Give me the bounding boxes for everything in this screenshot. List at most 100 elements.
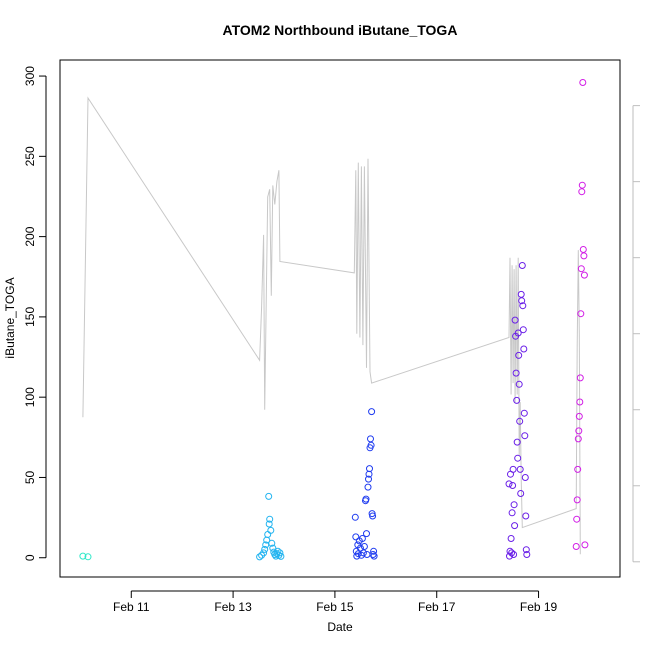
- data-point: [268, 539, 276, 547]
- data-point: [576, 398, 584, 406]
- data-point: [365, 475, 372, 483]
- y2-tick-label: 260: [648, 476, 650, 496]
- data-point: [520, 345, 528, 353]
- data-point: [79, 552, 87, 560]
- data-point: [351, 513, 359, 521]
- data-point: [277, 552, 285, 560]
- data-point: [577, 310, 585, 318]
- y2-tick-label: 280: [648, 400, 650, 420]
- data-point: [261, 545, 269, 553]
- data-point: [367, 441, 375, 449]
- x-tick-label: Feb 15: [316, 600, 354, 614]
- data-point: [574, 465, 582, 473]
- data-point: [579, 79, 587, 86]
- y2-tick-label: 360: [648, 96, 650, 116]
- data-point: [522, 512, 530, 520]
- y2-tick-label: 240: [648, 552, 650, 572]
- y2-tick-label: 340: [648, 172, 650, 192]
- y-tick-label: 200: [23, 226, 37, 246]
- data-point: [367, 435, 374, 443]
- data-point: [362, 495, 370, 503]
- y2-tick-label: 320: [648, 248, 650, 268]
- x-tick-label: Feb 13: [214, 600, 252, 614]
- chart-title: ATOM2 Northbound iButane_TOGA: [223, 22, 458, 38]
- data-point: [352, 533, 360, 541]
- data-point: [573, 496, 581, 504]
- data-point: [578, 181, 586, 189]
- data-point: [265, 520, 273, 528]
- data-point: [523, 551, 531, 558]
- data-point: [578, 188, 586, 196]
- data-point: [260, 549, 268, 557]
- data-point: [515, 380, 523, 388]
- data-point: [575, 412, 583, 420]
- data-point: [363, 530, 370, 538]
- y-tick-label: 250: [23, 146, 37, 166]
- data-point: [276, 549, 284, 557]
- data-point: [516, 465, 524, 473]
- data-point: [364, 483, 372, 491]
- data-point: [363, 551, 371, 558]
- scatter-points: [79, 79, 589, 561]
- data-point: [358, 535, 366, 542]
- x-axis-label: Date: [327, 620, 353, 634]
- data-point: [510, 501, 518, 509]
- data-point: [359, 549, 367, 557]
- data-point: [515, 351, 523, 359]
- y-tick-label: 150: [23, 307, 37, 327]
- x-tick-label: Feb 11: [113, 600, 150, 614]
- y-axis-right: 240 260 280 300 320 340 360: [632, 96, 650, 572]
- data-point: [360, 543, 368, 550]
- data-point: [84, 553, 92, 561]
- data-point: [580, 271, 588, 279]
- plot-box: [59, 59, 621, 578]
- data-point: [513, 396, 521, 404]
- data-point: [509, 465, 517, 473]
- data-point: [264, 531, 272, 538]
- data-point: [518, 297, 526, 305]
- data-point: [509, 482, 517, 489]
- data-point: [266, 515, 274, 523]
- data-point: [573, 515, 581, 523]
- trace-line: [82, 96, 581, 555]
- data-point: [511, 522, 519, 530]
- data-point: [517, 490, 525, 497]
- data-point: [580, 252, 588, 260]
- x-axis: Feb 11 Feb 13 Feb 15 Feb 17 Feb 19: [113, 590, 558, 614]
- data-point: [579, 246, 587, 253]
- data-point: [572, 543, 580, 550]
- data-point: [512, 369, 520, 377]
- data-point: [368, 408, 376, 416]
- data-point: [514, 329, 522, 337]
- data-point: [370, 547, 378, 555]
- data-point: [514, 454, 522, 462]
- data-point: [575, 427, 583, 435]
- data-point: [274, 547, 282, 555]
- x-tick-label: Feb 19: [520, 600, 558, 614]
- data-point: [581, 541, 589, 549]
- data-point: [521, 432, 529, 440]
- data-point: [265, 492, 273, 500]
- x-tick-label: Feb 17: [418, 600, 456, 614]
- data-point: [505, 480, 513, 488]
- data-point: [517, 290, 525, 298]
- data-point: [269, 544, 277, 552]
- data-point: [370, 552, 378, 560]
- data-point: [521, 474, 529, 481]
- data-point: [513, 438, 521, 446]
- data-point: [518, 262, 526, 269]
- data-point: [508, 549, 516, 557]
- data-point: [520, 409, 528, 417]
- data-point: [511, 316, 519, 324]
- y-tick-label: 50: [23, 470, 37, 484]
- data-point: [507, 535, 515, 542]
- data-point: [369, 512, 377, 520]
- y-tick-label: 0: [23, 554, 37, 561]
- data-point: [519, 326, 527, 334]
- data-point: [366, 465, 373, 473]
- data-point: [574, 435, 582, 443]
- data-point: [519, 302, 527, 310]
- data-point: [267, 526, 275, 534]
- y-axis-left: 0 50 100 150 200 250 300: [23, 66, 47, 561]
